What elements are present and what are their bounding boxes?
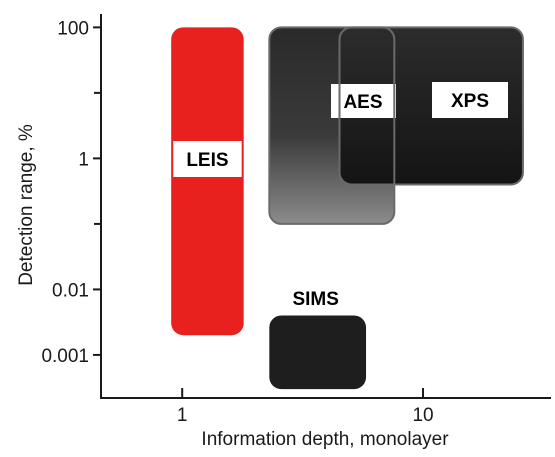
y-tick-label: 100 <box>57 18 89 39</box>
regions-layer <box>171 27 523 390</box>
region-label-leis: LEIS <box>186 150 228 171</box>
y-axis-title: Detection range, % <box>16 124 37 286</box>
x-tick-label: 10 <box>412 405 433 426</box>
region-aes-outline <box>268 26 396 225</box>
region-xps <box>339 27 523 185</box>
region-label-xps: XPS <box>451 91 489 112</box>
xps-label-box <box>432 82 508 118</box>
region-xps-outline <box>338 26 524 186</box>
x-axis-title: Information depth, monolayer <box>201 429 449 450</box>
sims-label-box <box>261 281 377 314</box>
region-label-sims: SIMS <box>292 289 338 310</box>
labels-layer: LEIS SIMS AES XPS <box>173 26 524 314</box>
leis-label-box <box>173 141 242 177</box>
aes-label-box <box>331 84 396 118</box>
y-tick-label: 0.001 <box>41 346 89 367</box>
region-sims <box>269 315 367 390</box>
region-label-aes: AES <box>343 92 382 113</box>
y-tick-label: 1 <box>78 149 89 170</box>
x-tick-label: 1 <box>177 405 188 426</box>
region-leis <box>171 27 244 336</box>
ticks-layer: 100 1 0.01 0.001 1 10 <box>41 18 433 426</box>
y-tick-label: 0.01 <box>52 280 89 301</box>
